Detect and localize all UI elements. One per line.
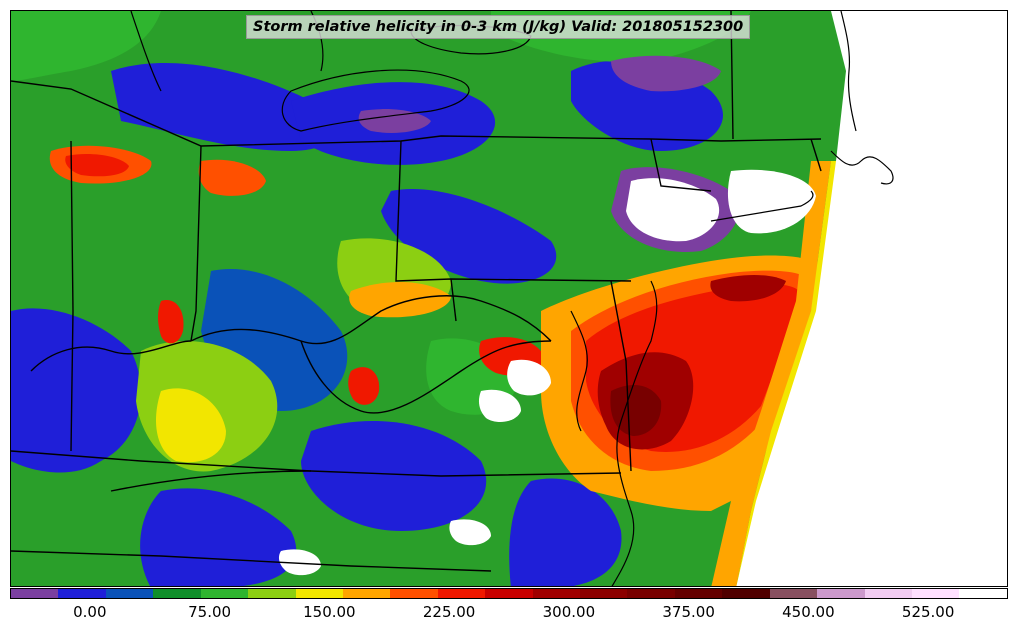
colorbar-swatch	[912, 589, 960, 598]
map-panel	[10, 10, 1008, 587]
colorbar-swatch	[342, 589, 391, 598]
colorbar-tick-label: 225.00	[422, 603, 476, 621]
coastline	[570, 11, 894, 586]
colorbar-swatch	[722, 589, 770, 598]
colorbar-ticks: 0.00 75.00 150.00 225.00 300.00 375.00 450.00 5…	[10, 600, 1008, 630]
colorbar-tick-label: 150.00	[303, 603, 356, 621]
colorbar-tick-label: 300.00	[542, 603, 596, 621]
colorbar-tick-label: 450.00	[782, 603, 835, 621]
map-title: Storm relative helicity in 0-3 km (J/kg)…	[246, 15, 751, 39]
colorbar-swatch	[959, 589, 1007, 598]
colorbar-tick-label: 0.00	[73, 603, 107, 621]
colorbar-swatch	[580, 589, 628, 598]
colorbar-swatch	[864, 589, 913, 598]
helicity-map	[11, 11, 1007, 586]
colorbar-swatch	[674, 589, 723, 598]
colorbar-swatch	[817, 589, 865, 598]
colorbar-swatch	[627, 589, 675, 598]
colorbar-swatch	[11, 589, 59, 598]
colorbar-swatch	[485, 589, 533, 598]
colorbar-swatch	[437, 589, 486, 598]
helicity-contours	[11, 11, 1007, 586]
colorbar-swatch	[200, 589, 249, 598]
colorbar-swatch	[58, 589, 106, 598]
colorbar-swatch	[153, 589, 201, 598]
colorbar-swatch	[532, 589, 581, 598]
colorbar-swatch	[248, 589, 296, 598]
colorbar-swatch	[105, 589, 154, 598]
colorbar	[10, 588, 1008, 599]
state-borders	[11, 11, 822, 572]
colorbar-tick-label: 75.00	[188, 603, 232, 621]
colorbar-swatch	[769, 589, 818, 598]
colorbar-swatch	[295, 589, 343, 598]
colorbar-tick-label: 375.00	[662, 603, 715, 621]
colorbar-tick-label: 525.00	[901, 603, 955, 621]
colorbar-swatch	[390, 589, 438, 598]
